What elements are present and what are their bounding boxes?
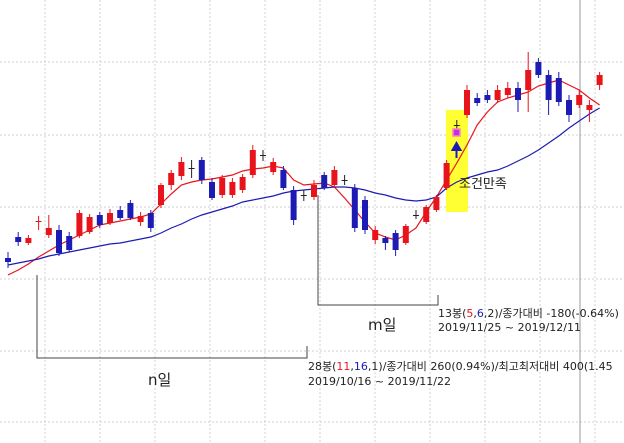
candle-body (321, 175, 328, 188)
candle-body (555, 78, 562, 102)
candle-body (76, 213, 83, 236)
m-bracket (317, 195, 439, 306)
n-dates: 2019/10/16 ~ 2019/11/22 (308, 375, 451, 388)
stats-part: 13봉( (438, 307, 466, 320)
candle-body (158, 185, 164, 205)
stats-part: 6 (477, 307, 484, 320)
stats-part: 2 (487, 307, 494, 320)
candle-body (239, 177, 246, 190)
candle-body (66, 236, 73, 250)
stats-part: , (473, 307, 477, 320)
candle-body (464, 90, 470, 115)
candle-body (586, 105, 593, 110)
candle-body (270, 162, 277, 172)
candle-body (45, 228, 52, 235)
candle-body (178, 162, 185, 176)
stats-part: , (350, 360, 354, 373)
candle-body (137, 216, 144, 222)
candle-body (260, 155, 266, 156)
moving-average-line (7, 79, 600, 276)
candle-body (5, 258, 11, 262)
candle-body (209, 182, 215, 198)
candle-body (566, 100, 572, 115)
stats-part: 28봉( (308, 360, 336, 373)
candle-body (494, 90, 501, 100)
candle-body (107, 213, 113, 223)
candle-body (504, 88, 511, 95)
signal-highlight (446, 110, 468, 212)
stats-part: 16 (354, 360, 368, 373)
stats-part: 11 (336, 360, 350, 373)
candle-body (535, 62, 542, 75)
stats-part: , (484, 307, 488, 320)
candle-body (290, 190, 297, 220)
candle-body (168, 173, 175, 185)
candle-body (402, 226, 409, 243)
stats-part: )/종가대비 -180(-0.64%) (494, 307, 618, 320)
candle-body (382, 238, 389, 243)
candle-body (372, 230, 379, 240)
candle-body (392, 233, 399, 250)
candle-body (219, 178, 226, 195)
n-stats: 28봉(11,16,1)/종가대비 260(0.94%)/최고최저대비 400(… (308, 360, 613, 373)
candle-body (576, 95, 583, 105)
candle-body (56, 230, 62, 253)
candle-body (117, 210, 124, 218)
candle-body (423, 207, 430, 222)
candle-body (300, 195, 307, 196)
candle-body (515, 88, 521, 100)
candle-body (341, 180, 348, 181)
stats-part: 1 (371, 360, 378, 373)
candle-body (433, 197, 440, 210)
n-bracket (36, 275, 308, 359)
candle-body (525, 70, 532, 90)
candle-body (413, 215, 419, 216)
moving-average-line (7, 107, 600, 266)
stats-part: 5 (466, 307, 473, 320)
candle-body (96, 215, 103, 225)
n-label: n일 (148, 371, 171, 389)
candle-body (484, 95, 491, 100)
candle-body (147, 213, 154, 228)
stats-part: )/종가대비 260(0.94%)/최고최저대비 400(1.45 (378, 360, 612, 373)
m-dates: 2019/11/25 ~ 2019/12/11 (438, 321, 581, 334)
candle-body (35, 221, 42, 222)
stats-part: , (368, 360, 372, 373)
signal-arrow (450, 140, 463, 158)
candle-body (188, 168, 195, 169)
candle-body (362, 200, 368, 230)
candle-body (229, 182, 236, 195)
plot (5, 52, 603, 276)
candle-body (311, 185, 317, 197)
candle-body (443, 163, 450, 188)
candle-body (15, 237, 22, 242)
m-stats: 13봉(5,6,2)/종가대비 -180(-0.64%) (438, 307, 619, 320)
candle-body (127, 203, 134, 218)
candle-body (351, 188, 358, 228)
signal-label: 조건만족 (459, 177, 507, 192)
signal-marker (452, 128, 461, 137)
candle-body (453, 125, 460, 126)
candle-body (331, 170, 338, 185)
candle-body (249, 150, 256, 175)
m-label: m일 (368, 316, 396, 334)
candle-body (545, 75, 552, 100)
candle-body (198, 160, 205, 180)
candle-body (596, 75, 603, 85)
candle-body (86, 217, 93, 232)
candle-body (280, 170, 287, 188)
candle-body (474, 98, 481, 103)
candle-body (25, 238, 32, 243)
